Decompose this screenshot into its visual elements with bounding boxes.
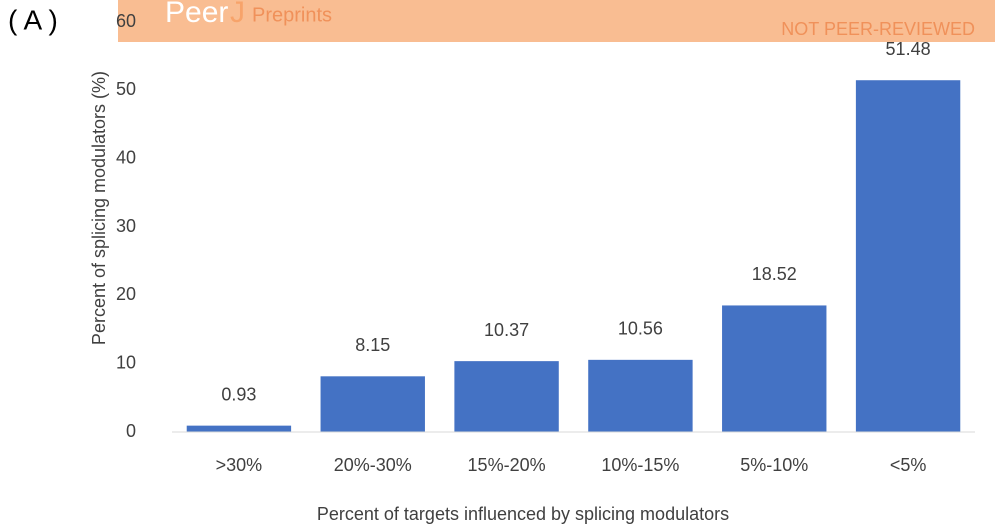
- x-tick-label: 15%-20%: [468, 455, 546, 475]
- y-tick-label: 10: [116, 352, 136, 372]
- watermark-status: NOT PEER-REVIEWED: [781, 19, 975, 39]
- x-tick-label: 10%-15%: [601, 455, 679, 475]
- y-tick-label: 0: [126, 421, 136, 441]
- bar: [454, 361, 559, 432]
- watermark-brand: Peer: [165, 0, 228, 29]
- panel-label: ( A ): [8, 4, 58, 35]
- bar: [855, 80, 961, 432]
- y-tick-label: 20: [116, 284, 136, 304]
- bar: [320, 376, 425, 432]
- watermark-product: Preprints: [252, 4, 332, 26]
- watermark-band: [118, 0, 995, 42]
- data-label: 8.15: [355, 335, 390, 355]
- watermark-j: J: [230, 0, 245, 29]
- y-tick-label: 40: [116, 147, 136, 167]
- y-tick-label: 30: [116, 216, 136, 236]
- data-label: 10.37: [484, 320, 529, 340]
- data-label: 0.93: [221, 384, 256, 404]
- y-tick-label: 60: [116, 11, 136, 31]
- data-label: 51.48: [886, 39, 931, 59]
- y-tick-label: 50: [116, 79, 136, 99]
- data-label: 10.56: [618, 319, 663, 339]
- x-tick-label: >30%: [216, 455, 263, 475]
- data-label: 18.52: [752, 264, 797, 284]
- x-axis-title: Percent of targets influenced by splicin…: [317, 504, 729, 524]
- x-tick-label: 20%-30%: [334, 455, 412, 475]
- bar: [186, 425, 292, 432]
- bar: [722, 305, 827, 432]
- bar: [588, 359, 693, 432]
- x-tick-label: <5%: [890, 455, 927, 475]
- x-tick-label: 5%-10%: [740, 455, 808, 475]
- y-axis-title: Percent of splicing modulators (%): [89, 71, 109, 345]
